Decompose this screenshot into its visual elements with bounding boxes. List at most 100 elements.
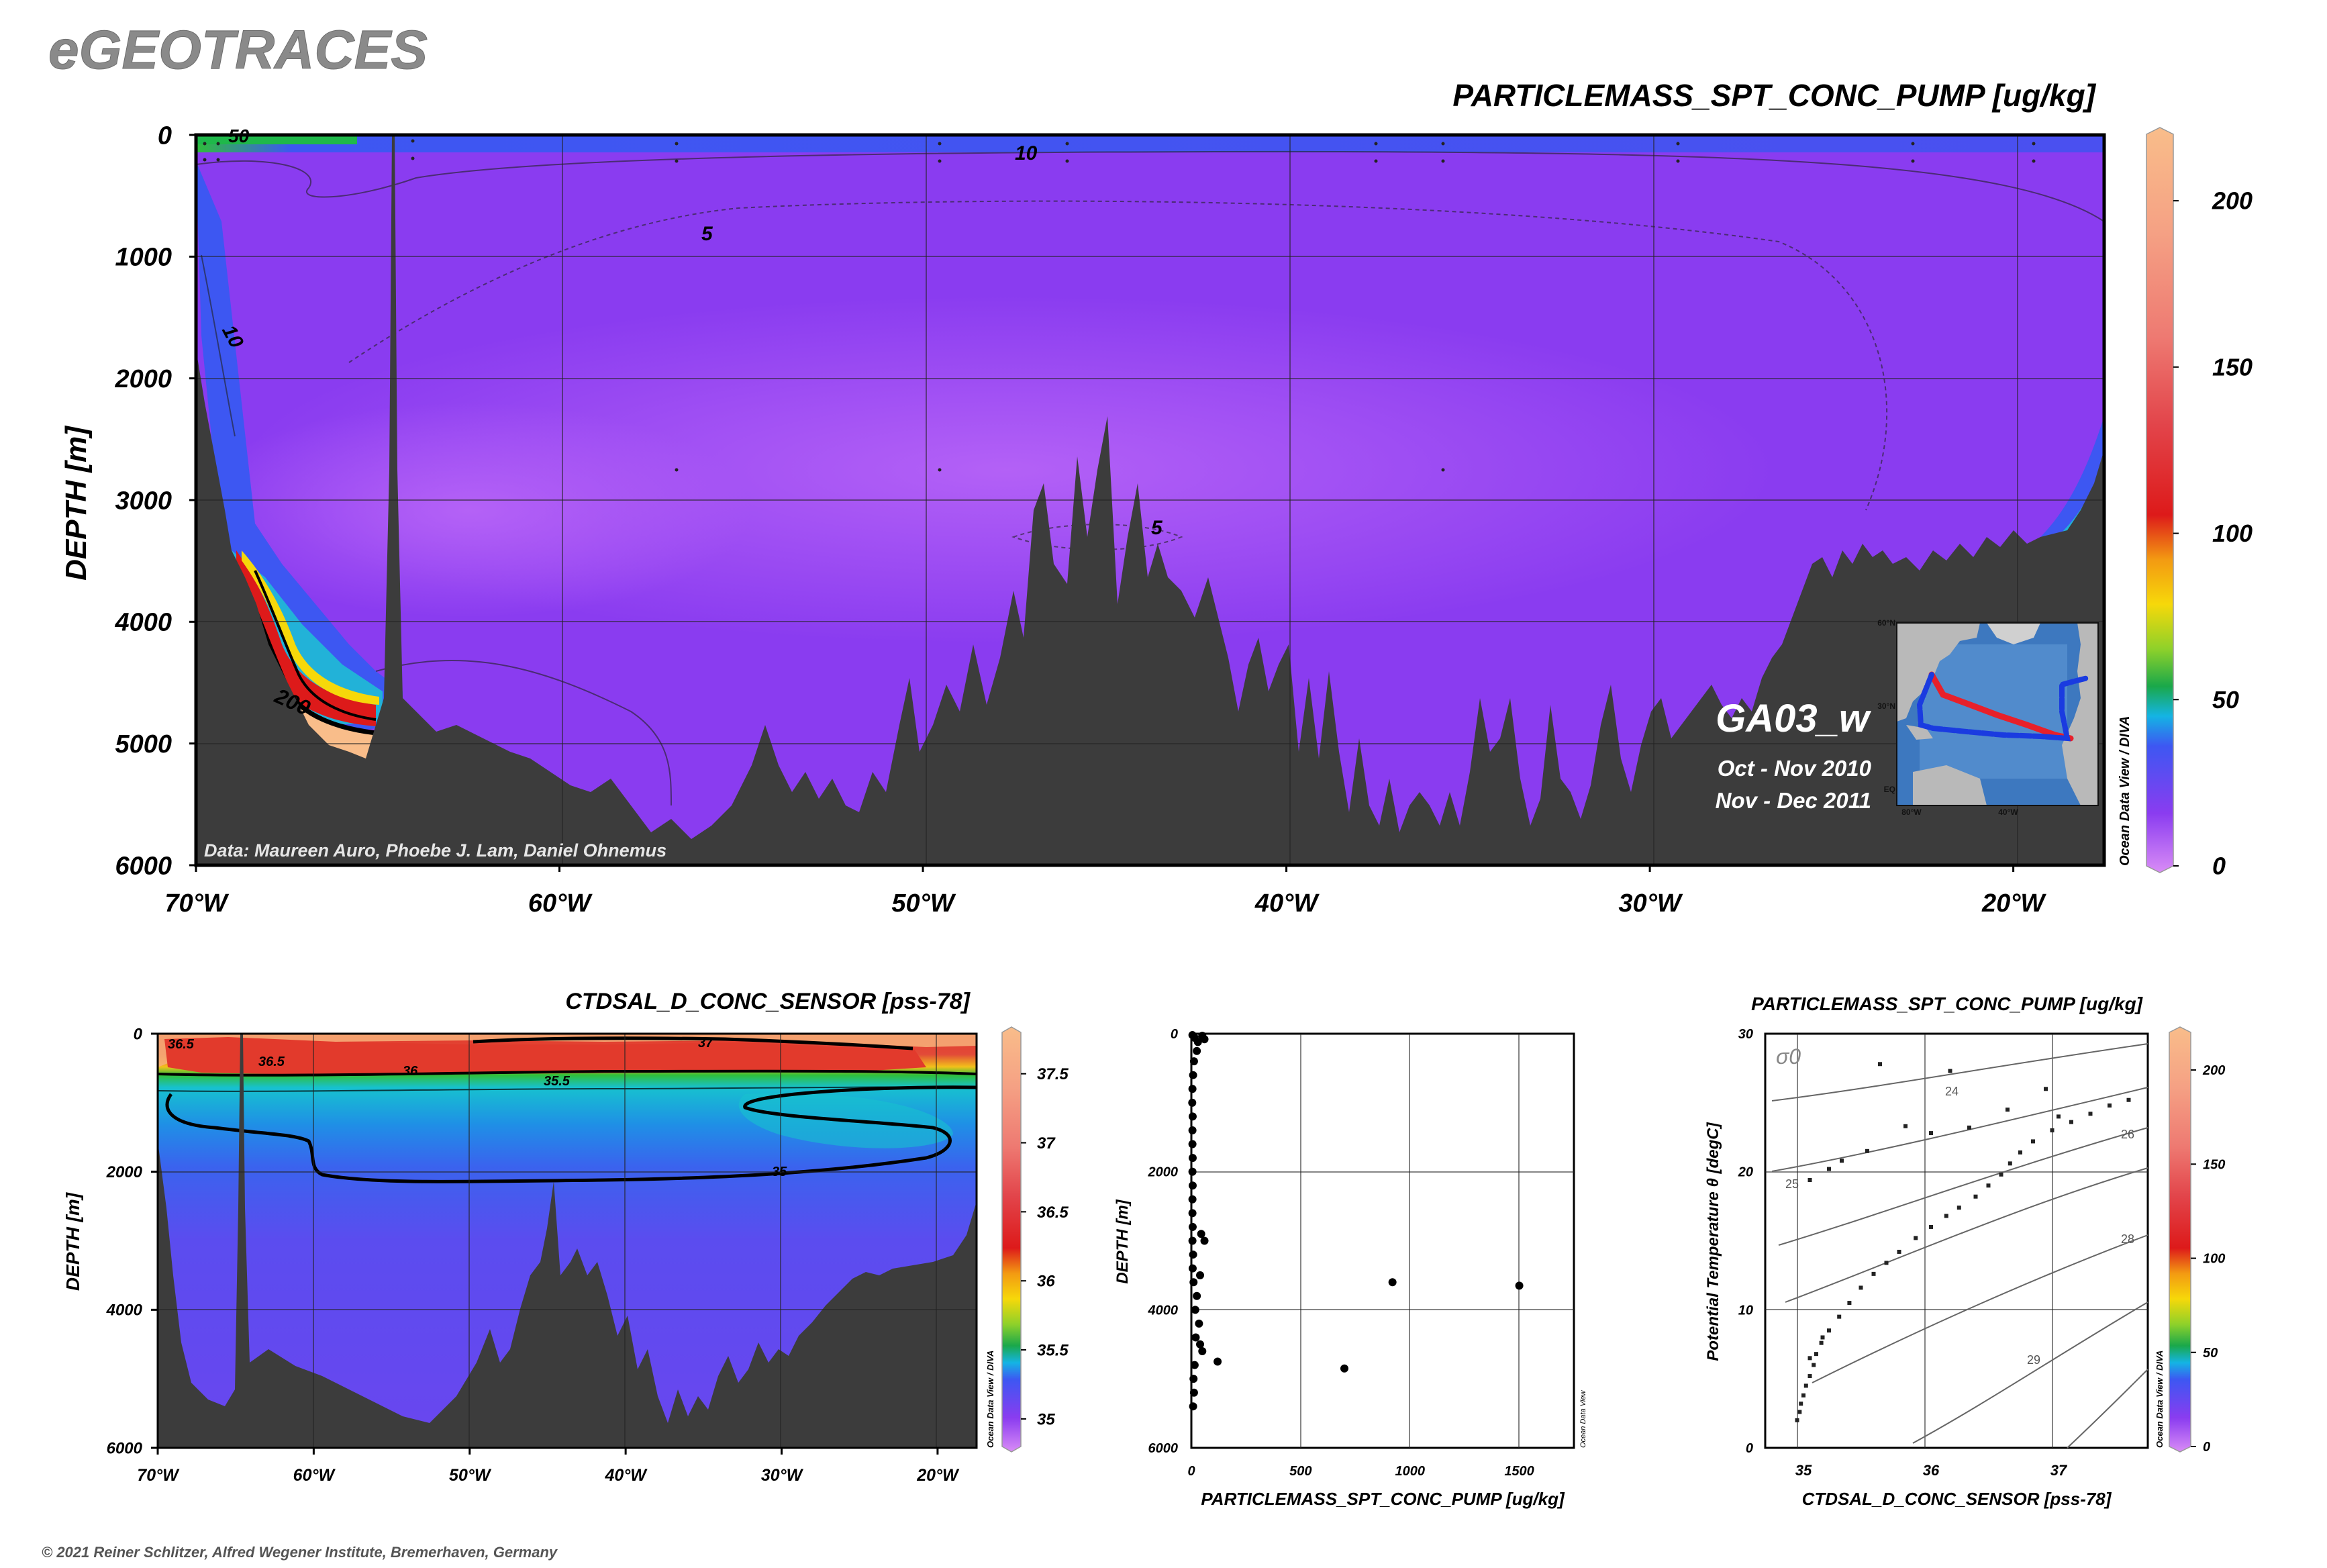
ts-point [1827,1328,1831,1333]
isopycnal-26 [1778,1127,2148,1246]
ts-point [1967,1125,1971,1130]
profile-point [1198,1347,1207,1356]
main-x-tick-label: 40°W [1254,889,1320,918]
main-y-tick-label: 5000 [115,730,172,758]
inset-lat-60n: 60°N [1877,618,1895,628]
copyright-footer: © 2021 Reiner Schlitzer, Alfred Wegener … [42,1544,558,1561]
main-section-plot: 50 10 5 10 5 200 Data: Maureen Auro, Pho… [60,121,2252,918]
profile-point [1189,1388,1198,1397]
ts-point [1999,1172,2003,1177]
ts-point [1819,1340,1824,1345]
ts-y-axis-label: Potential Temperature θ [degC] [1704,1122,1722,1361]
sal-x-tick-label: 20°W [916,1466,960,1485]
depth-profile-plot: 0 500 1000 1500 0 2000 4000 6000 PARTICLEMASS_… [1113,1027,1587,1509]
profile-point [1188,1209,1197,1218]
profile-point [1193,1046,1201,1055]
ts-density-label: σ0 [1776,1044,1801,1069]
ts-point [1797,1410,1802,1414]
salinity-watermark: Ocean Data View / DIVA [985,1351,995,1448]
salinity-contour-35-5 [158,1086,977,1092]
profile-y-tick-label: 2000 [1148,1165,1179,1180]
sal-x-tick-label: 30°W [761,1466,804,1485]
profile-point [1189,1375,1198,1383]
sal-y-tick-label: 2000 [106,1163,143,1181]
isopycnal-30 [2067,1369,2148,1449]
data-credit: Data: Maureen Auro, Phoebe J. Lam, Danie… [204,840,666,861]
ts-point [1808,1356,1812,1361]
section-date-2: Nov - Dec 2011 [1716,788,1871,813]
ts-isopycnals [1771,1043,2148,1449]
sal-contour-label-b: 37 [698,1036,713,1050]
inset-land-europe-africa [2062,623,2098,805]
ts-colorbar-tick-label: 200 [2202,1063,2225,1078]
salinity-contour-35 [165,1085,977,1183]
ts-colorbar: 0 50 100 150 200 [2169,1026,2225,1455]
main-y-tick-label: 0 [158,121,172,150]
isopycnal-label-25: 25 [1785,1177,1799,1191]
sal-colorbar-tick-label: 37 [1037,1134,1056,1153]
profile-point [1340,1364,1348,1373]
main-x-tick-label: 50°W [891,889,956,918]
ts-colorbar-tick-label: 100 [2203,1252,2225,1267]
main-colorbar-tick-label: 200 [2212,187,2252,215]
contour-label-50: 50 [228,126,250,146]
inset-lon-40w: 40°W [1998,807,2018,817]
sal-contour-label-c: 36.5 [258,1055,285,1069]
ts-point [1847,1301,1852,1306]
profile-point [1189,1402,1197,1411]
isopycnal-28 [1812,1234,2148,1383]
ts-point [1827,1167,1831,1171]
ts-colorbar-tick-label: 0 [2203,1440,2210,1455]
profile-y-axis-ticks: 0 2000 4000 6000 [1148,1027,1179,1456]
ts-point [1929,1131,1933,1136]
ts-point [2126,1097,2131,1102]
ts-y-axis-ticks: 0 10 20 30 [1738,1027,1753,1456]
ts-point [2069,1120,2073,1124]
profile-point [1189,1251,1197,1259]
profile-point [1388,1278,1397,1287]
profile-point [1200,1035,1209,1044]
main-y-axis-ticks: 0 1000 2000 3000 4000 5000 6000 [114,121,196,880]
ts-x-tick-label: 36 [1923,1462,1940,1479]
contour-label-5-deep: 5 [1151,517,1163,539]
profile-point [1197,1230,1205,1238]
profile-x-tick-label: 500 [1289,1464,1311,1479]
main-nepheloid-yellow [242,550,379,705]
contour-label-5-top: 5 [701,223,713,245]
ts-point [1801,1393,1805,1398]
ts-point [1840,1159,1844,1163]
salinity-chart-title: CTDSAL_D_CONC_SENSOR [pss-78] [565,989,971,1014]
sal-contour-label-a: 36.5 [168,1037,195,1052]
ts-point [1948,1069,1952,1073]
section-date-1: Oct - Nov 2010 [1718,756,1872,781]
ts-point [1957,1206,1961,1210]
ts-watermark: Ocean Data View / DIVA [2155,1351,2165,1448]
profile-point [1188,1181,1197,1190]
ts-y-tick-label: 10 [1738,1303,1753,1318]
ts-point [2057,1114,2061,1119]
sal-x-tick-label: 40°W [604,1466,648,1485]
contour-10-surface [196,150,2104,222]
inset-lat-eq: EQ [1884,785,1895,794]
sal-contour-label-d: 36 [403,1064,418,1079]
profile-plot-frame [1190,1032,1575,1449]
profile-point [1188,1236,1197,1245]
isopycnal-label-24: 24 [1945,1085,1959,1098]
ts-point [1865,1148,1869,1153]
main-mid-glow-2 [196,403,752,618]
salinity-high-core [164,1037,926,1074]
salinity-y-axis-label: DEPTH [m] [62,1191,83,1291]
ts-x-tick-label: 35 [1795,1462,1812,1479]
salinity-contour-36 [158,1069,977,1077]
ts-point [1820,1335,1825,1340]
profile-point [1191,1333,1200,1342]
ts-point [2008,1161,2012,1166]
ts-point [1986,1183,1991,1188]
profile-point [1189,1057,1198,1066]
main-watermark: Ocean Data View / DIVA [2118,716,2132,866]
profile-y-tick-label: 4000 [1148,1303,1179,1318]
ts-point [2044,1087,2048,1091]
isopycnal-label-28: 28 [2121,1232,2134,1246]
profile-point [1188,1085,1197,1093]
